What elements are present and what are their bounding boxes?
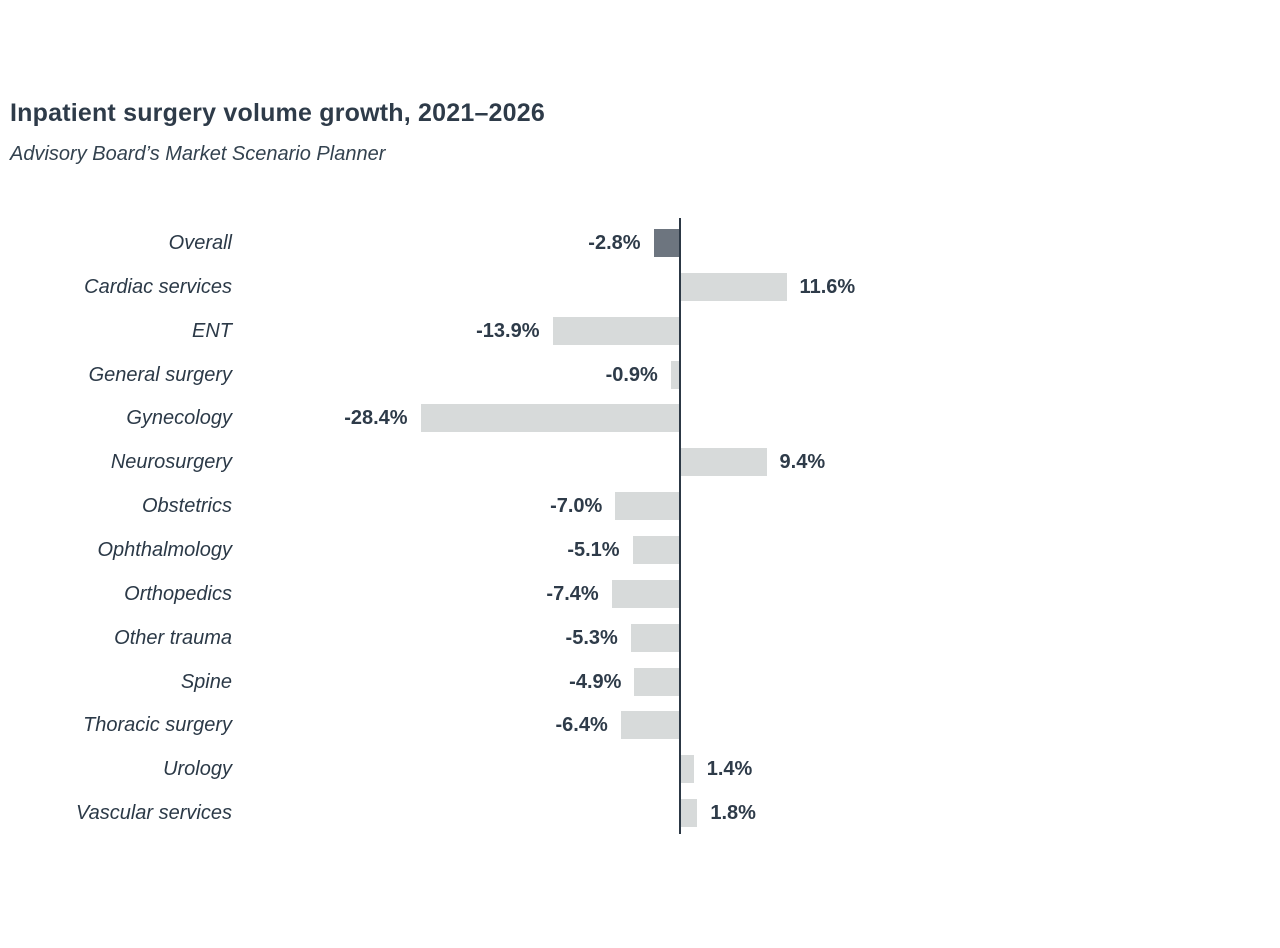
value-label: 9.4% xyxy=(779,451,826,474)
category-label: Gynecology xyxy=(126,407,232,430)
category-label: Obstetrics xyxy=(141,495,232,518)
bar-general-surgery xyxy=(670,360,679,389)
bar-urology xyxy=(681,755,694,784)
category-label: Vascular services xyxy=(76,802,232,825)
category-label: Thoracic surgery xyxy=(83,714,232,737)
bar-neurosurgery xyxy=(681,448,767,477)
value-label: -4.9% xyxy=(569,670,622,693)
value-label: 11.6% xyxy=(799,275,856,298)
bar-vascular-services xyxy=(681,799,698,828)
category-label: Other trauma xyxy=(114,626,232,649)
bar-overall xyxy=(653,229,679,257)
category-label: General surgery xyxy=(88,363,232,386)
bar-obstetrics xyxy=(615,492,679,521)
category-label: ENT xyxy=(192,319,232,342)
chart-title: Inpatient surgery volume growth, 2021–20… xyxy=(10,99,545,127)
value-label: -28.4% xyxy=(344,407,408,430)
value-label: -6.4% xyxy=(555,714,608,737)
bar-other-trauma xyxy=(630,623,679,652)
category-label: Neurosurgery xyxy=(110,451,232,474)
category-label: Ophthalmology xyxy=(97,538,232,561)
value-label: -5.3% xyxy=(565,626,618,649)
bar-ent xyxy=(552,316,679,345)
category-label: Cardiac services xyxy=(84,275,232,298)
zero-baseline-axis xyxy=(679,218,681,834)
value-label: -0.9% xyxy=(605,363,658,386)
bar-ophthalmology xyxy=(632,535,679,564)
value-label: -7.0% xyxy=(550,495,603,518)
category-label: Orthopedics xyxy=(124,582,232,605)
bar-orthopedics xyxy=(611,579,679,608)
bar-gynecology xyxy=(420,404,679,433)
bar-cardiac-services xyxy=(681,272,787,301)
bar-thoracic-surgery xyxy=(620,711,679,740)
value-label: 1.8% xyxy=(710,802,756,825)
value-label: -7.4% xyxy=(546,582,599,605)
chart-subtitle: Advisory Board’s Market Scenario Planner xyxy=(10,143,386,165)
category-label: Spine xyxy=(180,670,232,693)
bar-spine xyxy=(634,667,679,696)
value-label: -2.8% xyxy=(588,232,641,254)
value-label: 1.4% xyxy=(706,758,753,781)
category-label: Overall xyxy=(168,232,232,254)
category-label: Urology xyxy=(163,758,232,781)
value-label: -13.9% xyxy=(476,319,540,342)
value-label: -5.1% xyxy=(567,538,620,561)
